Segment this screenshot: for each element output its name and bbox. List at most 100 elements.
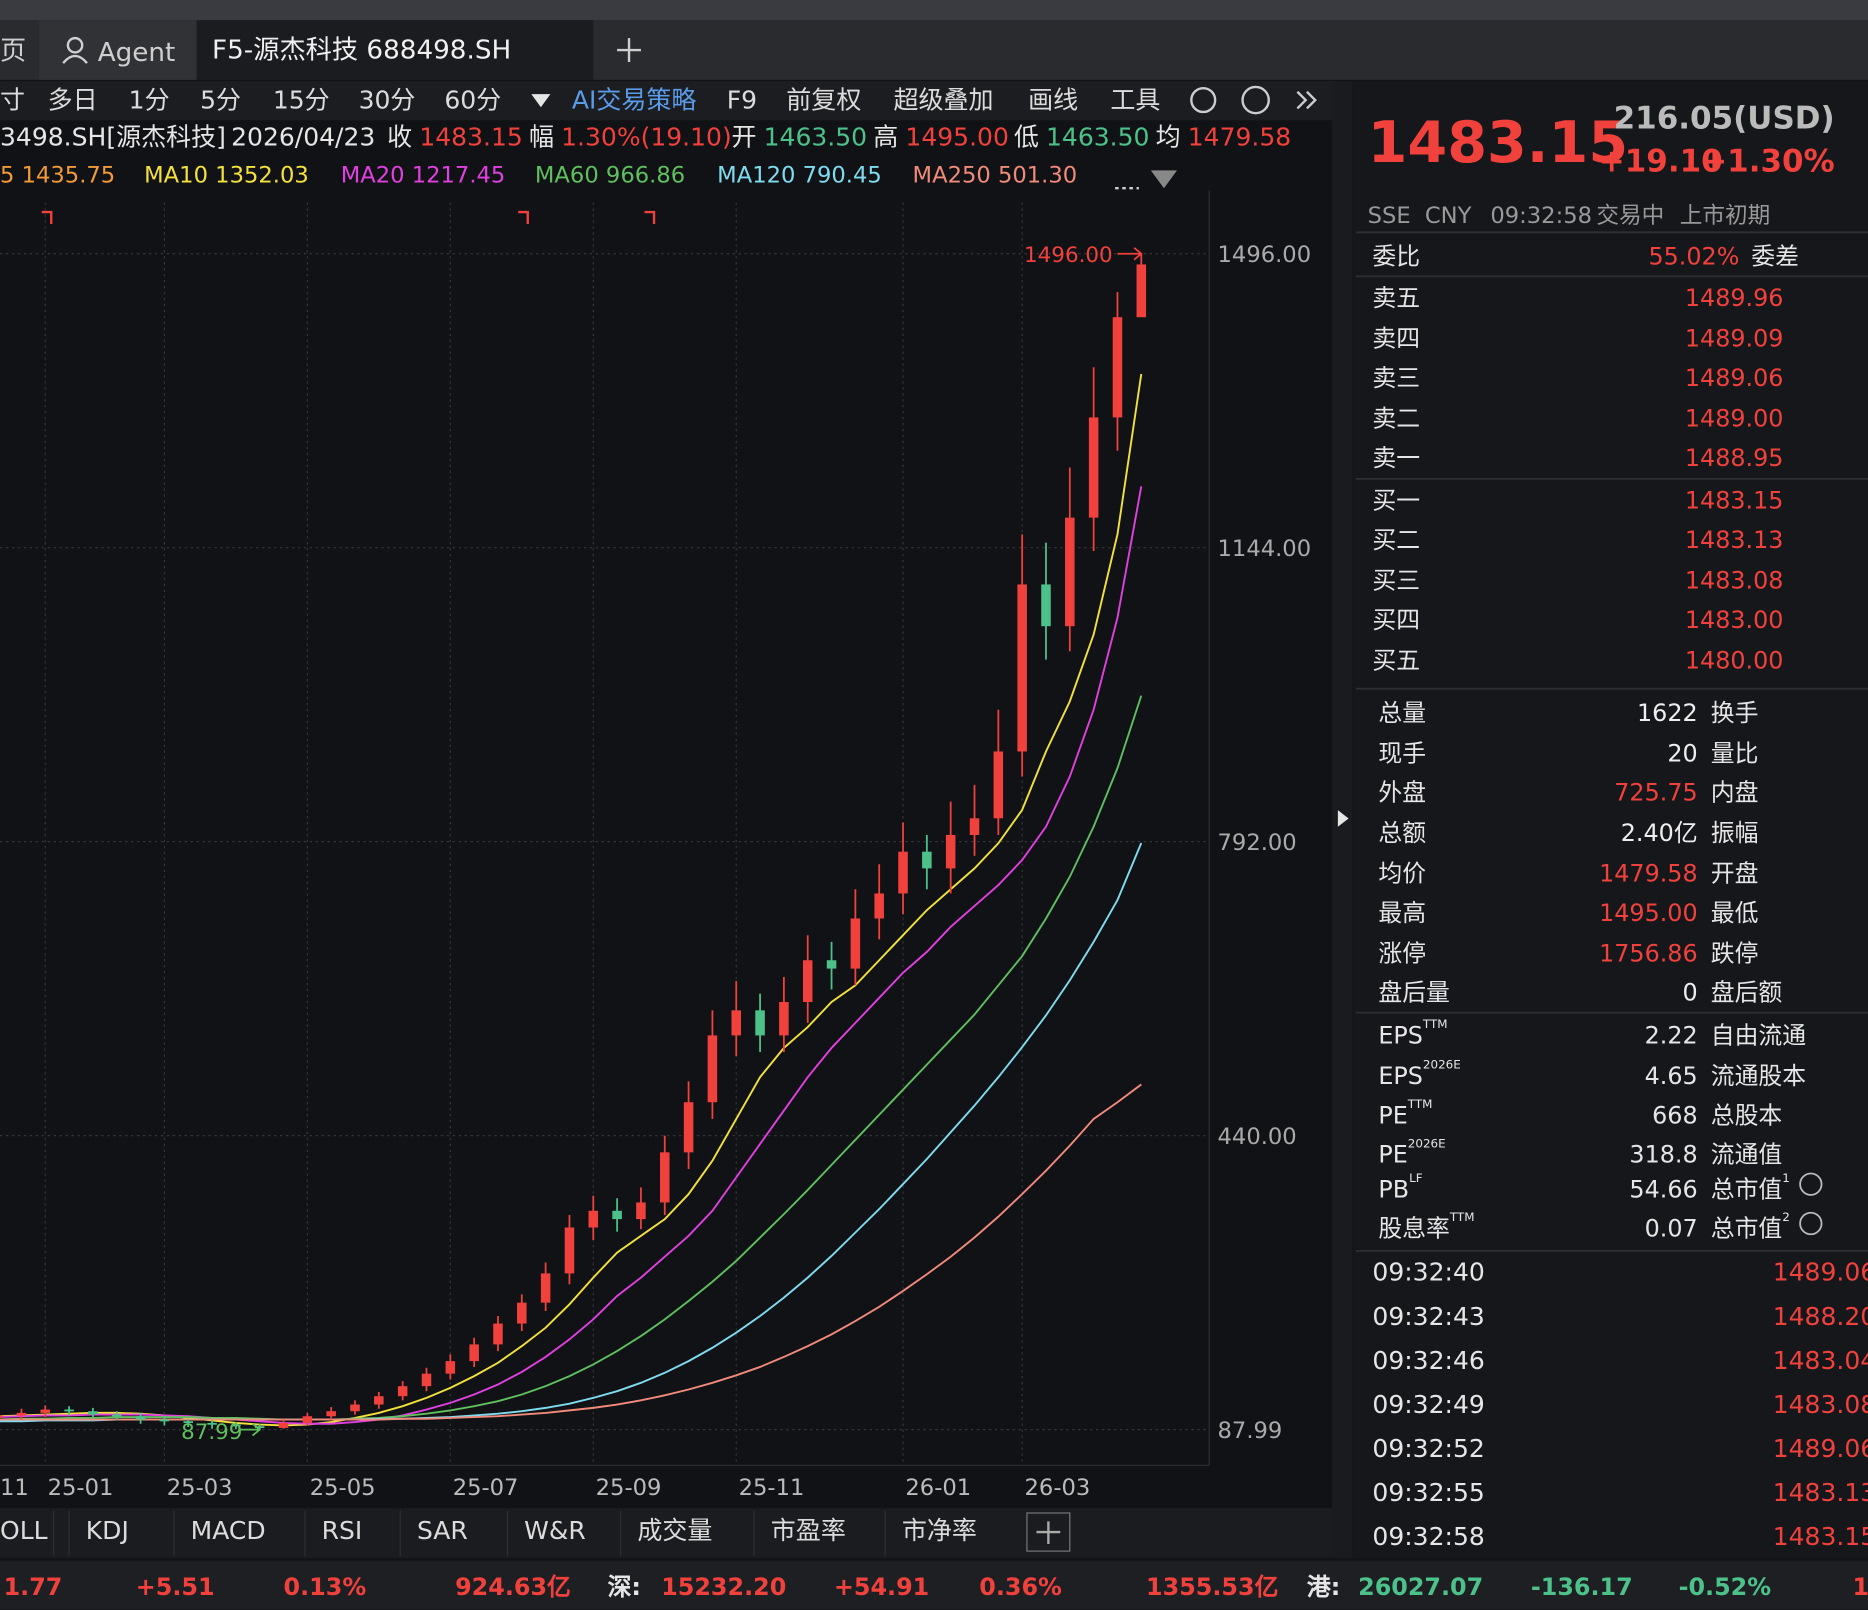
market-item: 1 bbox=[1852, 1572, 1868, 1602]
toolbar-item[interactable]: 15分 bbox=[272, 85, 330, 115]
toolbar-item[interactable]: 画线 bbox=[1028, 85, 1079, 115]
fund-name: 股息率 bbox=[1378, 1213, 1450, 1243]
active-tab[interactable] bbox=[196, 20, 594, 80]
stat-value: 1495.00 bbox=[1599, 898, 1698, 927]
candle-body bbox=[707, 1035, 718, 1103]
collapse-arrow bbox=[1337, 810, 1349, 827]
y-tick-label: 792.00 bbox=[1218, 830, 1297, 856]
candle-body bbox=[802, 960, 813, 1003]
candle-body bbox=[1041, 584, 1051, 627]
candle-body bbox=[183, 1421, 193, 1424]
indicator-tab[interactable]: 市盈率 bbox=[770, 1516, 846, 1546]
book-price: 1488.95 bbox=[1684, 443, 1784, 472]
candle-body bbox=[588, 1210, 599, 1228]
fund-label2: 总市值2 bbox=[1711, 1211, 1790, 1244]
candle-body bbox=[0, 1415, 3, 1418]
fund-value: 4.65 bbox=[1644, 1061, 1698, 1091]
ma-legend: MA10 1352.03 bbox=[144, 162, 309, 189]
info-key: 开 bbox=[731, 122, 757, 152]
toolbar-item[interactable]: 前复权 bbox=[786, 85, 862, 115]
toolbar-item[interactable]: 工具 bbox=[1110, 85, 1161, 115]
y-tick-label: 440.00 bbox=[1218, 1124, 1297, 1150]
indicator-bar bbox=[0, 1508, 1332, 1559]
candle-body bbox=[945, 834, 956, 869]
toolbar-item[interactable]: 多日 bbox=[47, 85, 98, 115]
indicator-tab[interactable]: 成交量 bbox=[637, 1516, 713, 1546]
stat-label: 现手 bbox=[1378, 738, 1427, 768]
book-price: 1480.00 bbox=[1684, 645, 1784, 675]
toolbar-item[interactable]: 1分 bbox=[128, 85, 170, 115]
add-indicator bbox=[1026, 1512, 1071, 1552]
stat-label2: 盘后额 bbox=[1710, 978, 1783, 1007]
fund-sup: TTM bbox=[1407, 1098, 1433, 1112]
toolbar-item[interactable]: 5分 bbox=[200, 85, 242, 115]
status: SSE bbox=[1367, 202, 1411, 229]
indicator-tab[interactable]: RSI bbox=[321, 1516, 363, 1546]
change-pct: +1.30% bbox=[1701, 144, 1835, 180]
candle-body bbox=[374, 1396, 384, 1405]
trade-price: 1483.04 bbox=[1772, 1346, 1868, 1375]
indicator-tab[interactable]: OLL bbox=[0, 1516, 48, 1546]
info-value: 1463.50 bbox=[1045, 122, 1150, 152]
stat-label: 均价 bbox=[1378, 858, 1427, 888]
market-item: 1355.53亿 bbox=[1146, 1572, 1279, 1602]
stat-label2: 最低 bbox=[1710, 898, 1759, 927]
toolbar-item[interactable]: F9 bbox=[726, 85, 758, 115]
tab-partial[interactable]: 页 bbox=[0, 36, 27, 67]
fund-name: PE bbox=[1378, 1140, 1408, 1169]
more-icon bbox=[1296, 90, 1317, 110]
toolbar-item[interactable]: 超级叠加 bbox=[893, 85, 994, 115]
tab-active[interactable]: F5-源杰科技 688498.SH bbox=[212, 35, 512, 66]
indicator-tab[interactable]: KDJ bbox=[85, 1516, 129, 1546]
book-label: 卖一 bbox=[1372, 443, 1421, 472]
event-marker bbox=[518, 210, 529, 224]
x-tick-label: 25-09 bbox=[596, 1475, 662, 1501]
fund-name2: 总市值 bbox=[1710, 1174, 1783, 1204]
x-tick-label: 25-01 bbox=[48, 1475, 114, 1501]
fund-name2: 流通股本 bbox=[1710, 1061, 1807, 1091]
trade-price: 1489.06 bbox=[1772, 1258, 1868, 1287]
stat-value: 0 bbox=[1682, 978, 1698, 1007]
x-tick-label: 11 bbox=[0, 1475, 29, 1501]
indicator-tab[interactable]: MACD bbox=[190, 1516, 266, 1546]
info-key: 收 bbox=[387, 122, 413, 152]
candle-body bbox=[922, 851, 932, 869]
indicator-tab[interactable]: SAR bbox=[416, 1516, 468, 1546]
x-tick-label: 25-05 bbox=[310, 1475, 376, 1501]
book-price: 1483.08 bbox=[1684, 565, 1784, 595]
trade-time: 09:32:43 bbox=[1372, 1302, 1485, 1331]
max-marker: 1496.00 bbox=[1024, 243, 1113, 268]
agent-tab[interactable] bbox=[39, 20, 197, 80]
settings-icon bbox=[1190, 86, 1217, 114]
indicator-tab[interactable]: W&R bbox=[524, 1516, 586, 1546]
indicator-tab[interactable]: 市净率 bbox=[901, 1516, 977, 1546]
tab-agent[interactable]: Agent bbox=[97, 38, 176, 68]
ma-legend: MA60 966.86 bbox=[534, 162, 686, 189]
trade-time: 09:32:46 bbox=[1372, 1346, 1485, 1375]
toolbar bbox=[0, 81, 1332, 121]
trade-price: 1483.15 bbox=[1772, 1522, 1868, 1552]
candle-body bbox=[278, 1422, 289, 1428]
trade-time: 09:32:55 bbox=[1372, 1478, 1485, 1508]
fund-sup2: 2 bbox=[1782, 1211, 1790, 1225]
candle-body bbox=[1112, 317, 1123, 418]
toolbar-item[interactable]: AI交易策略 bbox=[571, 85, 697, 115]
market-item: -136.17 bbox=[1530, 1572, 1633, 1602]
candle-body bbox=[88, 1411, 98, 1415]
max-marker-arrow bbox=[1117, 247, 1143, 261]
x-tick-label: 25-07 bbox=[453, 1475, 519, 1501]
candle-body bbox=[111, 1414, 122, 1417]
fund-value: 54.66 bbox=[1629, 1174, 1698, 1204]
x-tick-label: 25-03 bbox=[167, 1475, 233, 1501]
stat-label: 总额 bbox=[1378, 818, 1427, 848]
y-tick-label: 87.99 bbox=[1218, 1418, 1283, 1444]
toolbar-item[interactable]: 寸 bbox=[0, 85, 26, 115]
help-icon bbox=[1241, 85, 1270, 115]
trade-time: 09:32:49 bbox=[1372, 1390, 1485, 1419]
toolbar-item[interactable]: 60分 bbox=[444, 85, 502, 115]
trade-price: 1488.20 bbox=[1772, 1302, 1868, 1331]
candle-body bbox=[469, 1344, 479, 1362]
currency-icon bbox=[1799, 1172, 1823, 1196]
toolbar-item[interactable]: 30分 bbox=[358, 85, 416, 115]
